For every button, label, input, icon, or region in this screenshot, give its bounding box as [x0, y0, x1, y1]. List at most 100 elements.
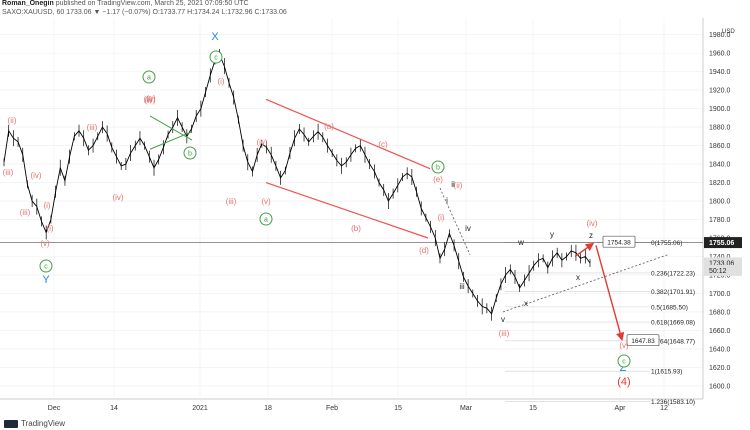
wave-circle [39, 259, 53, 273]
wave-circle-label: a [264, 217, 268, 224]
wave-label: (v) [40, 239, 50, 248]
price-tick-label: 1860.0 [709, 143, 731, 150]
price-marker-label: 50:12 [709, 268, 727, 275]
publish-info: published on TradingView.com, March 25, … [55, 0, 249, 7]
wave-label: (i) [43, 201, 50, 210]
wave-circle [183, 146, 197, 160]
wave-label: (d) [419, 246, 429, 255]
time-tick-label: Feb [326, 405, 338, 412]
price-tick-label: 1980.0 [709, 32, 731, 39]
wave-label: Z [620, 362, 627, 374]
wave-label: (e) [433, 175, 443, 184]
currency-label: USD [722, 29, 735, 35]
price-tick-label: 1820.0 [709, 180, 731, 187]
wave-label: (iii) [3, 168, 14, 177]
wave-circle [431, 160, 445, 174]
price-tick-label: 1960.0 [709, 51, 731, 58]
fib-level-label: 0.764(1648.77) [651, 338, 695, 345]
price-marker-box [704, 264, 742, 276]
wave-circle-label: b [188, 151, 192, 158]
wave-label: y [550, 230, 554, 239]
price-tick-label: 1800.0 [709, 199, 731, 206]
wave-label: (iii) [87, 123, 98, 132]
dotted-trend-line [439, 187, 471, 255]
fib-level-label: 0(1755.06) [651, 240, 682, 247]
wave-circle-label: c [622, 359, 626, 366]
wave-circle-label: c [214, 55, 218, 62]
wave-circle [617, 354, 631, 368]
author-name: Roman_Onegin [2, 0, 54, 7]
projection-arrow-down [595, 245, 625, 342]
fib-level-label: 1.236(1583.10) [651, 399, 695, 406]
wave-circle-label: b [436, 165, 440, 172]
wave-label: (4) [617, 376, 630, 388]
chart-header-line-2: SAXO:XAUUSD, 60 1733.06 ▼ −1.17 (−0.07%)… [2, 9, 287, 16]
wave-circle-label: a [147, 75, 151, 82]
wave-label: w [517, 238, 524, 247]
wave-label: X [211, 31, 219, 43]
price-callout-box [626, 334, 660, 347]
time-tick-label: 18 [264, 405, 272, 412]
price-tick-label: 1660.0 [709, 328, 731, 335]
price-tick-label: 1880.0 [709, 125, 731, 132]
projection-arrow-up [574, 242, 595, 258]
fib-level-label: 0.382(1701.91) [651, 289, 695, 296]
channel-upper-line [265, 98, 431, 170]
price-tick-label: 1680.0 [709, 309, 731, 316]
wave-label: (iv) [112, 193, 123, 202]
wave-label: Y [42, 274, 50, 286]
wave-label: (ii) [8, 116, 17, 125]
wave-label: i [446, 196, 448, 205]
time-tick-label: 15 [529, 405, 537, 412]
price-tick-label: 1700.0 [709, 291, 731, 298]
wave-label: (v) [619, 341, 629, 350]
wave-label: (iv) [30, 171, 41, 180]
wedge-upper-line [149, 115, 193, 141]
wave-label: x [576, 273, 580, 282]
price-tick-label: 1620.0 [709, 365, 731, 372]
price-tick-label: 1600.0 [709, 383, 731, 390]
time-tick-label: 2021 [192, 405, 208, 412]
wave-label: (iii) [20, 208, 31, 217]
wave-label: (i) [46, 224, 53, 233]
time-tick-label: Apr [615, 405, 627, 412]
wave-label: iv [465, 224, 471, 233]
tradingview-brand[interactable]: TradingView [4, 419, 65, 428]
time-tick-label: Mar [460, 405, 473, 412]
time-tick-label: 14 [110, 405, 118, 412]
fib-level-label: 0.236(1722.23) [651, 270, 695, 277]
wave-label: (iv) [256, 138, 267, 147]
price-callout-box [602, 235, 636, 248]
wave-label: ii [451, 180, 455, 189]
fib-level-label: 1(1615.93) [651, 369, 682, 376]
wave-label: (iv) [144, 96, 155, 105]
price-series-line [3, 54, 591, 315]
wave-label: (ii) [454, 181, 463, 190]
wave-label: (a) [324, 122, 334, 131]
wave-label: x [524, 299, 528, 308]
price-tick-label: 1640.0 [709, 346, 731, 353]
brand-name: TradingView [21, 419, 66, 428]
chart-header-line-1: Roman_Onegin published on TradingView.co… [2, 0, 249, 7]
time-tick-label: 15 [394, 405, 402, 412]
price-tick-label: 1780.0 [709, 217, 731, 224]
price-tick-label: 1720.0 [709, 272, 731, 279]
wave-label: (v) [146, 94, 156, 103]
wave-label: iii [459, 282, 465, 291]
price-marker-box [704, 257, 742, 269]
wave-label: v [501, 315, 505, 324]
price-tick-label: 1840.0 [709, 162, 731, 169]
wave-circle [259, 212, 273, 226]
wave-label: (iv) [586, 219, 597, 228]
price-marker-box [704, 237, 742, 249]
wave-label: (ii) [144, 95, 153, 104]
price-tick-label: 1940.0 [709, 69, 731, 76]
wave-label: z [589, 231, 593, 240]
wave-label: (iii) [499, 329, 510, 338]
wedge-lower-line [149, 131, 193, 150]
channel-lower-line [265, 181, 429, 239]
price-tick-label: 1920.0 [709, 88, 731, 95]
fib-level-label: 0.5(1685.50) [651, 304, 688, 311]
wave-circle-label: c [44, 264, 48, 271]
